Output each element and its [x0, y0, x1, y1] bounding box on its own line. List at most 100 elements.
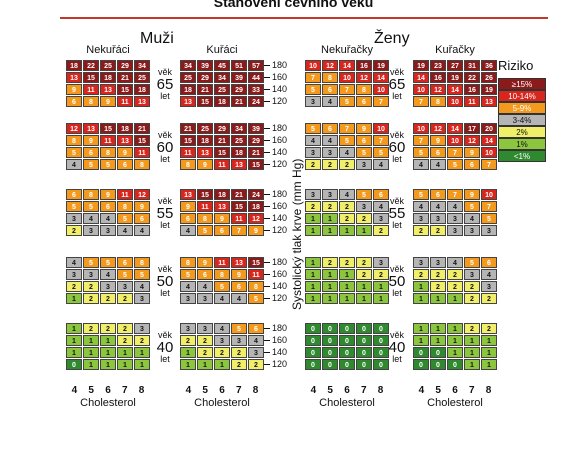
- risk-cell: 3: [373, 213, 389, 224]
- risk-cell: 1: [197, 359, 213, 370]
- risk-cell: 1: [464, 335, 480, 346]
- risk-cell: 11: [117, 96, 133, 107]
- risk-cell: 3: [197, 323, 213, 334]
- risk-cell: 34: [231, 123, 247, 134]
- bp-tick: 140: [264, 346, 302, 358]
- risk-cell: 11: [83, 84, 99, 95]
- risk-cell: 29: [214, 123, 230, 134]
- risk-cell: 4: [481, 269, 497, 280]
- risk-cell: 25: [180, 72, 196, 83]
- risk-cell: 11: [248, 269, 264, 280]
- years-word: let: [160, 288, 170, 298]
- risk-grid-men-nonsmokers-65: 18 22 25 29 34 13 15 18 21 25 9 11 13 15 18 6 8 9 11 13: [66, 60, 150, 107]
- risk-cell: 8: [322, 72, 338, 83]
- risk-cell: 15: [197, 96, 213, 107]
- risk-cell: 15: [248, 257, 264, 268]
- risk-cell: 9: [231, 269, 247, 280]
- risk-cell: 2: [117, 293, 133, 304]
- risk-cell: 2: [413, 225, 429, 236]
- risk-cell: 4: [117, 225, 133, 236]
- risk-cell: 16: [430, 72, 446, 83]
- risk-cell: 4: [180, 281, 196, 292]
- x-tick: 4: [185, 385, 192, 396]
- risk-cell: 1: [305, 257, 321, 268]
- risk-cell: 2: [248, 359, 264, 370]
- risk-cell: 2: [430, 269, 446, 280]
- x-axis-label: Cholesterol: [427, 397, 483, 409]
- risk-grid-women-nonsmokers-60: 5 6 7 9 10 4 4 5 6 7 3 3 4 5 5 2 2 2 3 4: [305, 123, 389, 170]
- risk-cell: 2: [117, 323, 133, 334]
- risk-cell: 3: [430, 213, 446, 224]
- risk-cell: 1: [100, 335, 116, 346]
- risk-cell: 25: [214, 84, 230, 95]
- risk-cell: 3: [356, 201, 372, 212]
- risk-cell: 21: [248, 147, 264, 158]
- header-women-nonsmokers: Nekuřačky: [321, 44, 373, 56]
- risk-cell: 19: [413, 60, 429, 71]
- risk-cell: 29: [117, 60, 133, 71]
- risk-cell: 22: [464, 72, 480, 83]
- risk-cell: 6: [197, 269, 213, 280]
- risk-cell: 3: [481, 281, 497, 292]
- age-label-40: věk 40 let: [382, 331, 412, 364]
- risk-cell: 5: [339, 96, 355, 107]
- risk-cell: 6: [231, 281, 247, 292]
- risk-cell: 4: [373, 201, 389, 212]
- risk-grid-men-nonsmokers-60: 12 13 15 18 21 8 9 11 13 15 5 6 8 9 11 4 5 5 6 8: [66, 123, 150, 170]
- risk-cell: 51: [231, 60, 247, 71]
- risk-cell: 2: [100, 293, 116, 304]
- risk-cell: 1: [305, 213, 321, 224]
- risk-cell: 2: [430, 225, 446, 236]
- risk-cell: 1: [339, 293, 355, 304]
- risk-cell: 6: [430, 147, 446, 158]
- risk-cell: 9: [464, 147, 480, 158]
- x-tick: 6: [452, 385, 458, 396]
- risk-cell: 3: [464, 269, 480, 280]
- bp-tick: 160: [264, 71, 302, 83]
- risk-cell: 1: [305, 225, 321, 236]
- risk-cell: 5: [100, 159, 116, 170]
- risk-cell: 2: [413, 269, 429, 280]
- risk-cell: 19: [373, 60, 389, 71]
- risk-cell: 4: [66, 257, 82, 268]
- risk-cell: 34: [180, 60, 196, 71]
- risk-cell: 13: [180, 96, 196, 107]
- risk-cell: 14: [481, 135, 497, 146]
- risk-cell: 34: [214, 72, 230, 83]
- risk-cell: 2: [66, 281, 82, 292]
- risk-cell: 24: [248, 189, 264, 200]
- risk-cell: 6: [430, 189, 446, 200]
- risk-cell: 0: [322, 335, 338, 346]
- bp-ticks-55: 180 160 140 120: [264, 188, 302, 236]
- risk-cell: 16: [356, 60, 372, 71]
- legend-item: 5-9%: [498, 102, 546, 114]
- risk-cell: 2: [231, 359, 247, 370]
- x-tick: 7: [236, 385, 242, 396]
- legend-item: 2%: [498, 126, 546, 138]
- risk-cell: 5: [117, 269, 133, 280]
- risk-cell: 5: [356, 189, 372, 200]
- risk-cell: 5: [214, 281, 230, 292]
- risk-cell: 6: [117, 257, 133, 268]
- risk-cell: 12: [66, 123, 82, 134]
- risk-cell: 18: [100, 72, 116, 83]
- risk-cell: 18: [134, 84, 150, 95]
- legend-item: ≥15%: [498, 78, 546, 90]
- risk-cell: 0: [447, 359, 463, 370]
- risk-cell: 2: [322, 201, 338, 212]
- risk-cell: 29: [231, 84, 247, 95]
- risk-cell: 5: [83, 201, 99, 212]
- x-tick: 8: [252, 385, 259, 396]
- risk-grid-men-smokers-55: 13 15 18 21 24 9 11 13 15 18 6 8 9 11 12 4 5 6 7 9: [180, 189, 264, 236]
- risk-cell: 3: [197, 293, 213, 304]
- risk-cell: 26: [481, 72, 497, 83]
- risk-cell: 2: [356, 257, 372, 268]
- years-word: let: [160, 354, 170, 364]
- risk-cell: 21: [231, 189, 247, 200]
- risk-cell: 0: [413, 359, 429, 370]
- risk-cell: 1: [373, 281, 389, 292]
- risk-cell: 18: [66, 60, 82, 71]
- age-label-55: věk 55 let: [150, 197, 180, 230]
- risk-cell: 1: [413, 335, 429, 346]
